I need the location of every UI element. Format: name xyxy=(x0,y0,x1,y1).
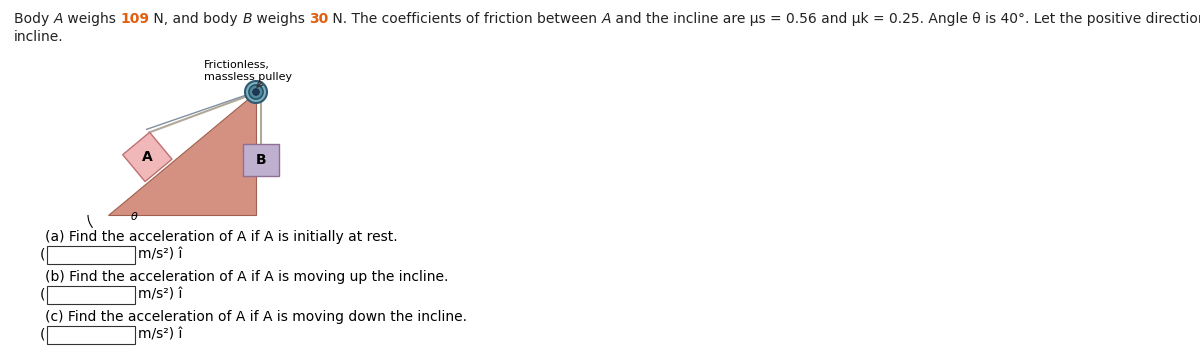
Text: weighs: weighs xyxy=(64,12,120,26)
Bar xyxy=(47,326,134,344)
Text: and the incline are μs = 0.56 and μk = 0.25. Angle θ is 40°. Let the positive di: and the incline are μs = 0.56 and μk = 0… xyxy=(611,12,1200,26)
Text: weighs: weighs xyxy=(252,12,310,26)
Text: (: ( xyxy=(40,328,46,342)
Text: m/s²) î: m/s²) î xyxy=(138,328,182,342)
Text: (c) Find the acceleration of A if A is moving down the incline.: (c) Find the acceleration of A if A is m… xyxy=(46,310,467,324)
Text: (: ( xyxy=(40,248,46,262)
Text: incline.: incline. xyxy=(14,30,64,44)
Text: Frictionless,: Frictionless, xyxy=(204,60,270,70)
Text: m/s²) î: m/s²) î xyxy=(138,248,182,262)
Text: N, and body: N, and body xyxy=(149,12,242,26)
Text: massless pulley: massless pulley xyxy=(204,72,292,82)
Text: (a) Find the acceleration of A if A is initially at rest.: (a) Find the acceleration of A if A is i… xyxy=(46,230,397,244)
Bar xyxy=(242,144,278,176)
Text: A: A xyxy=(54,12,64,26)
Text: A: A xyxy=(601,12,611,26)
Circle shape xyxy=(248,85,263,99)
Circle shape xyxy=(245,81,266,103)
Text: A: A xyxy=(142,150,152,164)
Text: B: B xyxy=(242,12,252,26)
Circle shape xyxy=(253,89,259,95)
Text: N. The coefficients of friction between: N. The coefficients of friction between xyxy=(329,12,601,26)
Text: B: B xyxy=(256,153,266,167)
Text: 30: 30 xyxy=(310,12,329,26)
Bar xyxy=(47,246,134,264)
Bar xyxy=(47,286,134,304)
Text: Body: Body xyxy=(14,12,54,26)
Text: (: ( xyxy=(40,288,46,302)
Polygon shape xyxy=(122,132,172,182)
Text: 109: 109 xyxy=(120,12,149,26)
Text: m/s²) î: m/s²) î xyxy=(138,288,182,302)
Text: $\theta$: $\theta$ xyxy=(130,210,138,222)
Text: (b) Find the acceleration of A if A is moving up the incline.: (b) Find the acceleration of A if A is m… xyxy=(46,270,449,284)
Polygon shape xyxy=(108,92,256,215)
